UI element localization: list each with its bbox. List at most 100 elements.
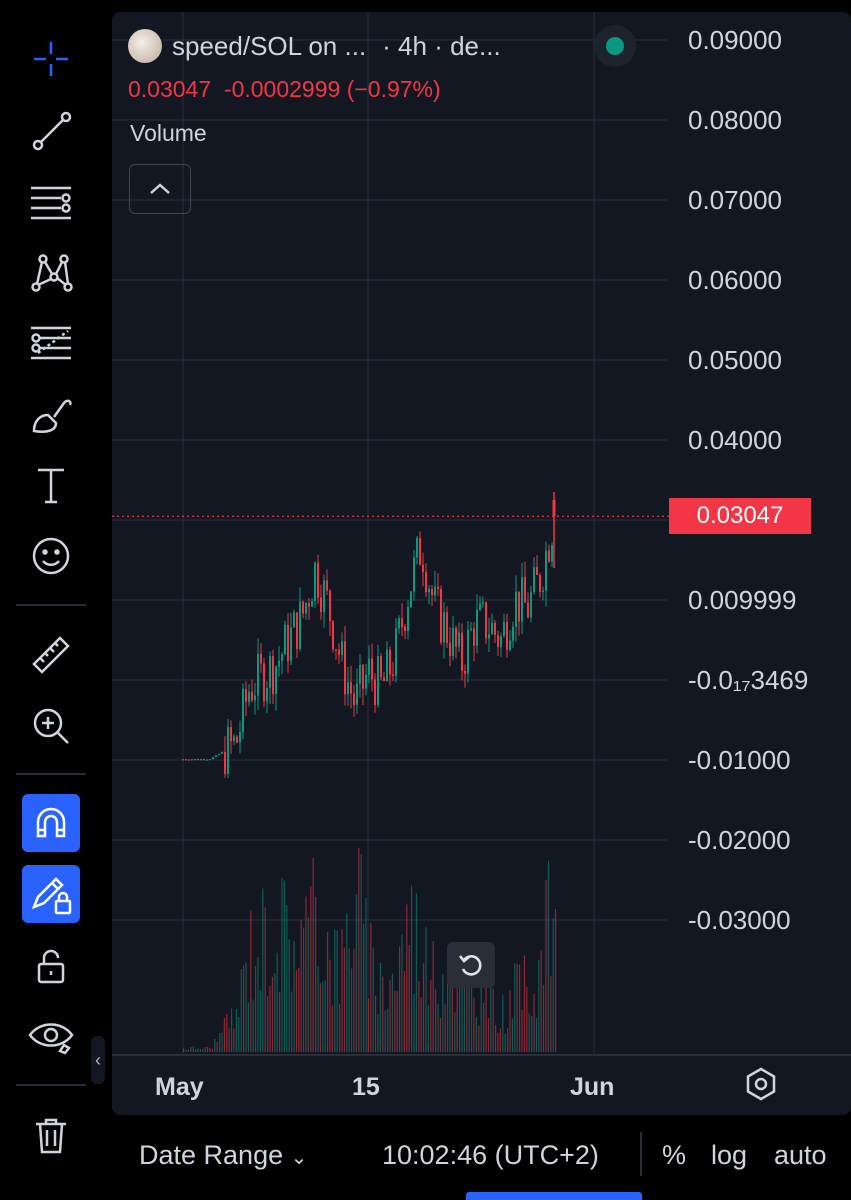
volume-bar	[228, 1028, 230, 1052]
volume-bar	[207, 1046, 209, 1052]
price-tick: 0.009999	[688, 585, 796, 615]
volume-bar	[499, 1028, 501, 1052]
magnet-icon[interactable]	[22, 794, 80, 852]
candle-body	[314, 562, 316, 602]
volume-bar	[403, 970, 405, 1052]
volume-bar	[384, 1010, 386, 1052]
candle-body	[308, 603, 310, 607]
time-tick: 15	[352, 1073, 380, 1101]
brush-icon[interactable]	[22, 385, 80, 443]
volume-bar	[411, 885, 413, 1052]
volume-bar	[408, 945, 410, 1052]
price-tick: 0.05000	[688, 345, 782, 375]
date-range-label: Date Range	[139, 1140, 284, 1170]
trash-icon[interactable]	[22, 1106, 80, 1164]
volume-bar	[298, 967, 300, 1052]
text-icon[interactable]	[22, 456, 80, 514]
emoji-icon[interactable]	[22, 527, 80, 585]
volume-bar	[521, 1009, 523, 1052]
candle-body	[488, 634, 490, 639]
candle-body	[329, 590, 331, 622]
volume-bar	[468, 979, 470, 1052]
volume-bar	[271, 976, 273, 1052]
last-value: 0.03047	[128, 76, 212, 102]
symbol-legend[interactable]: speed/SOL on ... · 4h · de...	[128, 28, 501, 64]
candle-body	[428, 588, 430, 593]
clock-display[interactable]: 10:02:46 (UTC+2)	[382, 1140, 599, 1170]
candle-body	[257, 653, 259, 696]
volume-bar	[319, 983, 321, 1052]
candle-body	[317, 562, 319, 598]
volume-bar	[226, 1013, 228, 1052]
horizontal-lines-icon[interactable]	[22, 172, 80, 230]
indicators-toggle-button[interactable]	[129, 164, 191, 214]
market-status-indicator[interactable]	[594, 25, 636, 67]
unlock-icon[interactable]	[22, 936, 80, 994]
percent-toggle[interactable]: %	[662, 1140, 687, 1170]
volume-bar	[387, 1008, 389, 1052]
auto-toggle[interactable]: auto	[774, 1140, 827, 1170]
volume-bar	[531, 1015, 533, 1052]
volume-bar	[432, 941, 434, 1052]
candle-body	[218, 753, 220, 756]
volume-bar	[478, 1025, 480, 1052]
candle-body	[512, 626, 514, 641]
reset-chart-button[interactable]	[447, 942, 495, 988]
trend-line-icon[interactable]	[22, 101, 80, 159]
ruler-icon[interactable]	[22, 626, 80, 684]
candle-body	[395, 628, 397, 676]
volume-bar	[295, 970, 297, 1052]
volume-bar	[262, 888, 264, 1052]
candle-body	[323, 580, 325, 613]
candle-body	[515, 591, 517, 627]
price-tick: 0.07000	[688, 185, 782, 215]
lock-drawing-icon[interactable]	[22, 865, 80, 923]
volume-bar	[377, 1014, 379, 1052]
candle-body	[548, 550, 550, 562]
volume-bar	[317, 965, 319, 1052]
zoom-in-icon[interactable]	[22, 697, 80, 755]
eye-icon[interactable]	[22, 1007, 80, 1065]
candle-body	[539, 574, 541, 593]
volume-bar	[358, 848, 360, 1052]
volume-bar	[540, 950, 542, 1052]
volume-indicator-label[interactable]: Volume	[130, 120, 207, 146]
collapse-toolbar-button[interactable]: ‹	[91, 1036, 105, 1084]
volume-bar	[211, 1048, 213, 1052]
crosshair-icon[interactable]	[22, 30, 80, 88]
candle-body	[299, 601, 301, 649]
candle-body	[422, 564, 424, 573]
candle-body	[263, 663, 265, 702]
candle-body	[446, 612, 448, 643]
candle-body	[470, 628, 472, 631]
candle-body	[188, 759, 190, 761]
volume-bar	[519, 964, 521, 1052]
candle-body	[365, 674, 367, 689]
symbol-interval: · 4h · de...	[382, 30, 501, 61]
volume-bar	[259, 989, 261, 1052]
log-toggle[interactable]: log	[711, 1140, 748, 1170]
volume-bar	[406, 904, 408, 1052]
volume-bar	[463, 977, 465, 1052]
volume-bar	[391, 973, 393, 1052]
chevron-down-icon: ⌄	[290, 1147, 308, 1169]
candle-body	[383, 677, 385, 682]
chart-panel[interactable]	[112, 12, 851, 1115]
settings-icon[interactable]	[743, 1066, 779, 1102]
candle-body	[191, 759, 193, 761]
token-avatar	[128, 29, 162, 63]
volume-bar	[487, 1018, 489, 1052]
candle-body	[320, 597, 322, 613]
candle-body	[368, 658, 370, 675]
date-range-button[interactable]: Date Range ⌄	[139, 1140, 307, 1171]
candle-body	[347, 682, 349, 695]
volume-bar	[276, 952, 278, 1052]
volume-bar	[545, 880, 547, 1052]
candle-body	[551, 545, 553, 562]
volume-bar	[543, 984, 545, 1052]
volume-bar	[257, 956, 259, 1052]
fib-icon[interactable]	[22, 314, 80, 372]
volume-bar	[437, 1003, 439, 1052]
pattern-icon[interactable]	[22, 243, 80, 301]
